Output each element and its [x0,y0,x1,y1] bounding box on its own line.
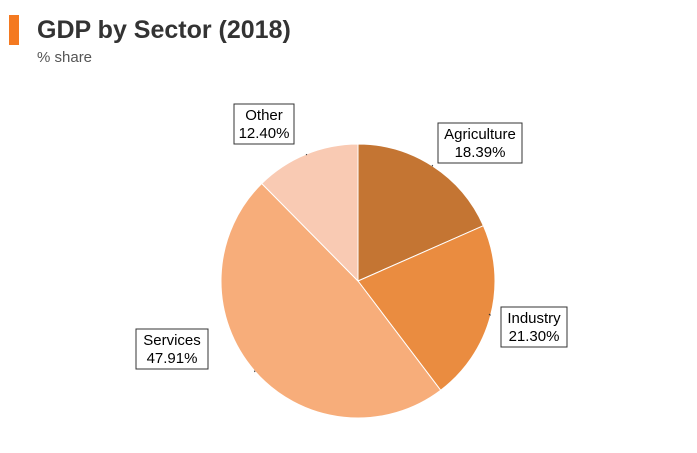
slice-label-value-services: 47.91% [147,350,198,367]
slice-label-name-industry: Industry [507,310,561,327]
slice-label-value-industry: 21.30% [509,328,560,345]
title-accent-bar [9,15,19,45]
label-connector-services [253,370,256,373]
chart-title: GDP by Sector (2018) [37,16,291,44]
chart-subtitle: % share [37,49,93,66]
label-box-industry [500,306,568,348]
pie-slice-services [220,182,442,419]
pie-slice-agriculture [357,143,485,282]
label-connector-other [305,153,308,156]
slice-label-value-agriculture: 18.39% [455,144,506,161]
label-connector-agriculture [431,164,434,167]
label-connector-industry [488,313,491,316]
slice-label-name-services: Services [143,332,201,349]
slice-label-value-other: 12.40% [239,125,290,142]
label-box-other [233,103,295,145]
pie-slices [220,143,496,419]
slice-label-name-agriculture: Agriculture [444,126,516,143]
slice-label-name-other: Other [245,107,283,124]
label-box-services [135,328,209,370]
label-box-agriculture [437,122,523,164]
